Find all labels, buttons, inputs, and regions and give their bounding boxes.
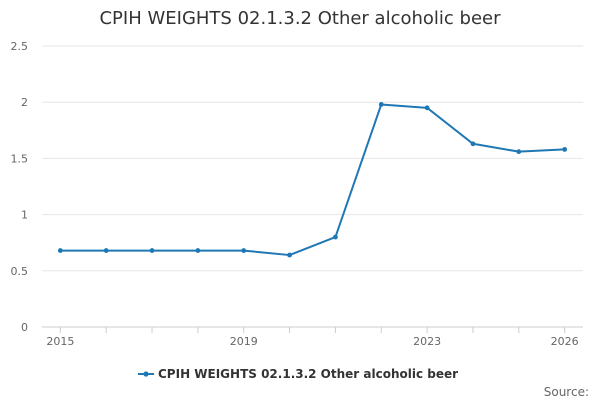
y-tick-label: 2.5 <box>11 40 29 53</box>
y-tick-label: 2 <box>21 96 28 109</box>
y-tick-label: 0 <box>21 321 28 334</box>
x-tick-labels: 2015 2019 2023 2026 <box>46 335 578 348</box>
data-point[interactable] <box>424 105 430 111</box>
x-tick-label: 2023 <box>413 335 441 348</box>
chart-title: CPIH WEIGHTS 02.1.3.2 Other alcoholic be… <box>99 8 501 29</box>
y-tick-label: 1.5 <box>11 152 29 165</box>
data-point[interactable] <box>470 141 476 147</box>
data-point[interactable] <box>378 102 384 107</box>
x-tick-label: 2019 <box>230 335 258 348</box>
x-tick-label: 2026 <box>551 335 579 348</box>
legend-label: CPIH WEIGHTS 02.1.3.2 Other alcoholic be… <box>158 367 458 381</box>
grid-lines <box>42 45 583 272</box>
data-point[interactable] <box>241 248 247 253</box>
source-label: Source: <box>544 385 589 399</box>
data-point[interactable] <box>195 248 201 253</box>
data-point[interactable] <box>516 149 522 155</box>
data-point[interactable] <box>57 248 63 253</box>
data-point[interactable] <box>287 252 292 258</box>
data-point[interactable] <box>149 248 155 253</box>
data-point[interactable] <box>103 248 109 253</box>
data-point[interactable] <box>562 147 568 152</box>
x-tick-label: 2015 <box>46 335 74 348</box>
data-point[interactable] <box>333 234 338 240</box>
x-axis <box>42 326 583 333</box>
y-axis: 0 0.5 1 1.5 2 2.5 <box>11 40 29 334</box>
series-line <box>59 103 566 257</box>
legend-swatch-marker <box>143 371 149 377</box>
legend[interactable]: CPIH WEIGHTS 02.1.3.2 Other alcoholic be… <box>138 367 458 381</box>
y-tick-label: 0.5 <box>11 265 29 278</box>
y-tick-label: 1 <box>21 209 28 222</box>
series-layer <box>57 102 568 258</box>
